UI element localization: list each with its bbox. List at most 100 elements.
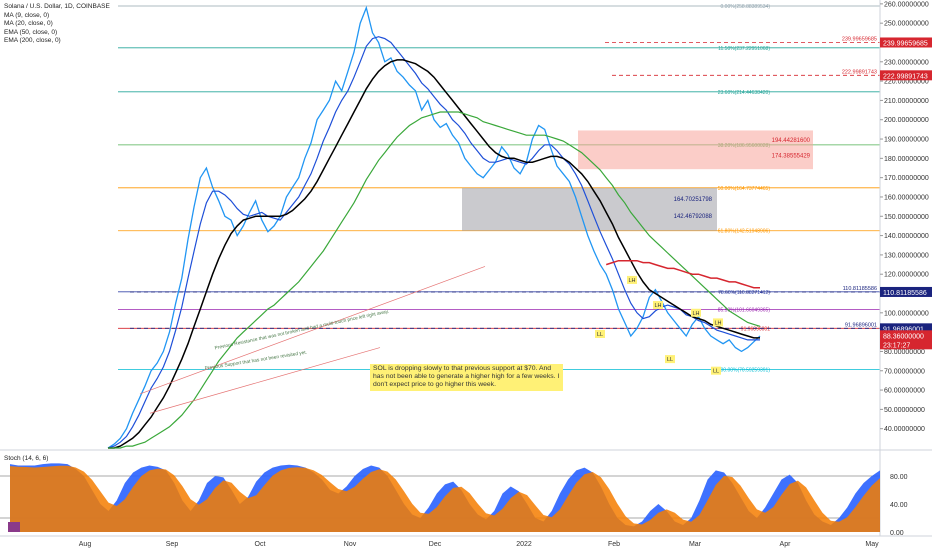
stoch-label: Stoch (14, 6, 6) <box>4 455 49 462</box>
swing-tag-box <box>711 366 721 375</box>
x-tick-label: Oct <box>255 541 266 548</box>
y-tick-label: 220.00000000 <box>884 79 929 86</box>
y-tick-label: 140.00000000 <box>884 233 929 240</box>
legend-ma9: MA (9, close, 0) <box>4 11 50 19</box>
y-tick-label: 40.00000000 <box>884 426 925 433</box>
annotation-layer: Previous Resistance that was not broken … <box>139 266 723 414</box>
swing-tag-box <box>665 355 675 364</box>
y-tick-label: 250.00000000 <box>884 21 929 28</box>
fib-label: 85.50%(101.66049365) <box>718 308 771 314</box>
price-badge-label: 88.36000000 <box>883 333 924 340</box>
y-tick-label: 260.00000000 <box>884 1 929 8</box>
fib-label: 91.96896001 <box>741 326 770 332</box>
swing-tag-lh1: LH <box>628 278 635 284</box>
legend-ma20: MA (20, close, 0) <box>4 20 53 27</box>
resistance-trendline <box>139 266 486 395</box>
resistance-annotation: Previous Resistance that was not broken … <box>214 309 389 352</box>
series-lines <box>107 5 761 449</box>
zone-label-top: 164.70251798 <box>674 197 713 203</box>
y-tick-label: 170.00000000 <box>884 175 929 182</box>
zone-label-top: 194.44281600 <box>772 138 811 144</box>
y-tick-label: 230.00000000 <box>884 59 929 66</box>
fib-label: 100.00%(70.59259391) <box>718 368 771 374</box>
swing-tag-ll2: LL <box>667 357 673 363</box>
swing-tag-ll3: LL <box>713 369 719 375</box>
y-tick-label: 150.00000000 <box>884 214 929 221</box>
x-tick-label: Dec <box>429 541 442 548</box>
price-badge-label: 23:17:27 <box>883 342 910 349</box>
price-zones: 194.44281600 174.38555429 164.70251798 142.… <box>462 130 813 231</box>
x-tick-label: Nov <box>344 541 357 548</box>
x-tick-label: Aug <box>79 541 92 548</box>
legend-title: Solana / U.S. Dollar, 1D, COINBASE <box>4 3 110 10</box>
price-badge-label: 222.99891743 <box>883 73 928 80</box>
price-badges: 239.99659685 222.99891743 110.81185586 91.9… <box>880 37 932 350</box>
stoch-d-area <box>10 465 880 532</box>
fib-label: 11.50%(237.22951068) <box>718 46 770 52</box>
fib-label: 0.00%(258.88389534) <box>721 4 771 10</box>
dashed-level-label: 222.99891743 <box>842 69 877 75</box>
swing-tag-box <box>713 318 723 327</box>
x-tick-label: Feb <box>608 541 620 548</box>
price-badge <box>880 37 932 48</box>
y-tick-label: 160.00000000 <box>884 194 929 201</box>
price-badge <box>880 323 932 334</box>
swing-tag-box <box>627 275 637 284</box>
swing-tag-box <box>595 330 605 338</box>
price-zone <box>462 187 717 231</box>
y-tick-label: 200.00000000 <box>884 117 929 124</box>
legend: Solana / U.S. Dollar, 1D, COINBASE MA (9… <box>4 3 110 46</box>
y-tick-label: 70.00000000 <box>884 368 925 375</box>
analysis-note: SOL is dropping slowly to that previous … <box>370 364 563 391</box>
dashed-levels: 239.99659685 222.99891743 110.81185586 91.9… <box>130 36 880 329</box>
zone-label-bottom: 174.38555429 <box>772 154 811 160</box>
zone-label-bottom: 142.46792088 <box>674 214 713 220</box>
fib-label: 23.60%(214.44638420) <box>718 90 771 96</box>
stoch-tick-label: 40.00 <box>890 502 908 509</box>
series-line-0 <box>107 5 761 449</box>
swing-tag-lh3: LH <box>692 311 699 317</box>
support-trendline <box>149 347 381 414</box>
price-badge-label: 110.81185586 <box>883 290 927 297</box>
series-line-2 <box>108 59 760 449</box>
fib-label: 50.00%(164.73774465) <box>718 186 771 192</box>
x-tick-label: Apr <box>780 541 792 548</box>
y-tick-label: 60.00000000 <box>884 388 925 395</box>
legend-ema200: EMA (200, close, 0) <box>4 37 61 44</box>
y-axis: 260.00000000250.00000000240.00000000230.… <box>879 0 929 536</box>
stoch-tick-label: 80.00 <box>890 474 908 481</box>
series-line-1 <box>107 36 760 449</box>
y-tick-label: 80.00000000 <box>884 349 925 356</box>
y-tick-label: 190.00000000 <box>884 137 929 144</box>
price-badge-label: 91.96896001 <box>883 326 924 333</box>
swing-tag-lh2: LH <box>654 303 661 309</box>
y-tick-label: 120.00000000 <box>884 272 929 279</box>
swing-tag-ll1: LL <box>597 332 603 338</box>
x-tick-label: 2022 <box>516 541 532 548</box>
stoch-tick-label: 0.00 <box>890 530 904 537</box>
y-tick-label: 130.00000000 <box>884 252 929 259</box>
x-tick-label: May <box>865 541 879 548</box>
stoch-marker <box>8 522 20 532</box>
x-axis: Aug Sep Oct Nov Dec 2022 Feb Mar Apr May <box>0 535 932 548</box>
swing-tag-lh4: LH <box>714 320 721 326</box>
y-tick-label: 50.00000000 <box>884 407 925 414</box>
price-badge <box>880 286 932 297</box>
dashed-level-label: 91.96896001 <box>845 322 877 328</box>
fib-label: 78.60%(110.88271412) <box>718 290 770 296</box>
price-zone <box>578 130 813 170</box>
x-tick-label: Mar <box>689 541 702 548</box>
support-annotation: Previous Support that has not been revis… <box>204 350 307 372</box>
swing-tag-box <box>653 301 663 310</box>
price-badge <box>880 70 932 81</box>
legend-ema50: EMA (50, close, 0) <box>4 28 58 36</box>
y-tick-label: 100.00000000 <box>884 310 929 317</box>
price-badge <box>880 330 932 341</box>
dashed-level-label: 110.81185586 <box>843 286 877 292</box>
series-line-3 <box>108 111 761 449</box>
fib-label: 61.80%(142.51948906) <box>718 229 771 235</box>
price-badge <box>880 339 932 350</box>
dashed-level-label: 239.99659685 <box>842 36 877 42</box>
series-line-4 <box>605 259 760 289</box>
